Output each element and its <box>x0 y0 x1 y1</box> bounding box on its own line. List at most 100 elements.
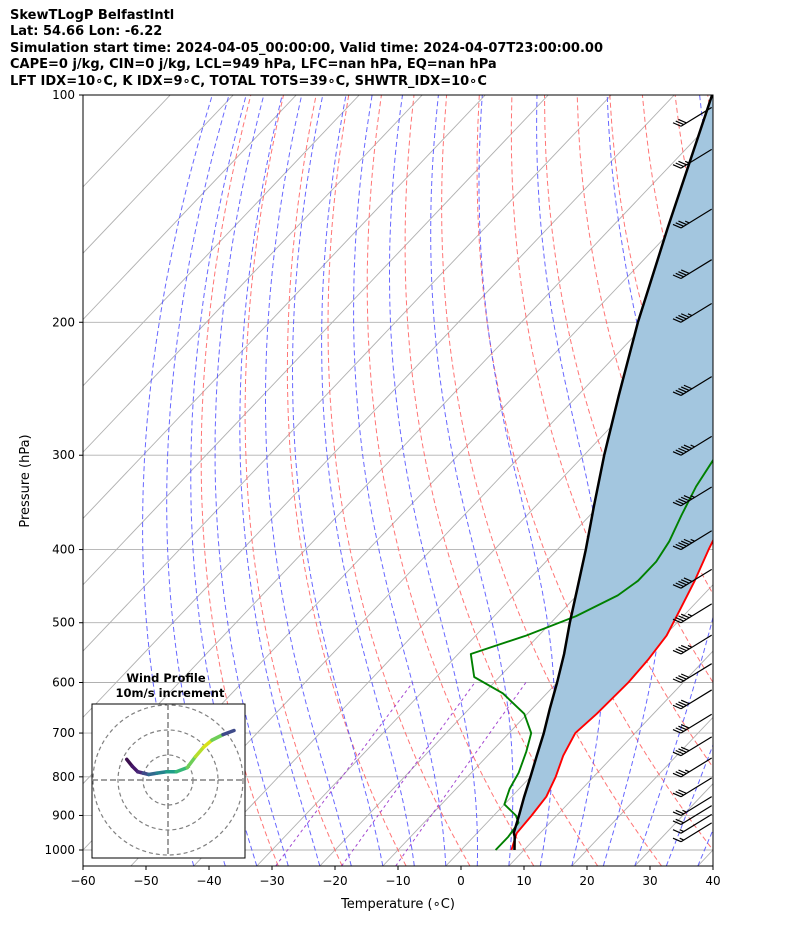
wind-barb-feather <box>680 579 690 584</box>
x-tick-label: −60 <box>70 874 95 888</box>
wind-barb-feather <box>672 318 682 323</box>
x-tick-label: −10 <box>385 874 410 888</box>
wind-barb-feather <box>672 584 682 589</box>
wind-barb-feather <box>678 580 687 586</box>
y-axis-label: Pressure (hPa) <box>18 434 33 527</box>
dry-adiabat-line <box>707 95 713 132</box>
wind-barb-feather <box>672 451 682 456</box>
wind-barb-feather <box>675 648 684 653</box>
wind-barb <box>672 530 713 551</box>
wind-barb-shaft <box>680 796 713 816</box>
hodograph-segment <box>185 754 198 770</box>
wind-barb-feather <box>678 314 687 320</box>
moist-adiabat-line <box>166 95 230 866</box>
wind-barb-half-feather <box>690 538 695 542</box>
moist-adiabat-line <box>321 95 415 866</box>
wind-barb <box>672 486 713 507</box>
mixing-ratio-line <box>275 682 414 866</box>
wind-barb-feather <box>680 723 690 729</box>
dry-adiabat-line <box>510 95 713 769</box>
isotherm-line <box>382 517 713 866</box>
y-tick-label: 300 <box>52 448 75 462</box>
wind-barb-half-feather <box>690 444 695 448</box>
isotherm-line <box>83 95 549 586</box>
wind-barb-feather <box>672 391 682 396</box>
wind-barb-half-feather <box>684 769 690 773</box>
mixing-ratio-line <box>395 682 527 866</box>
wind-barb-feather <box>678 160 687 166</box>
wind-barb-half-feather <box>682 809 687 813</box>
wind-barb-feather <box>678 271 687 276</box>
wind-barbs <box>672 106 713 843</box>
wind-barb-half-feather <box>679 837 684 841</box>
wind-barb-feather <box>675 582 684 588</box>
moist-adiabat-line <box>353 95 447 866</box>
x-tick-label: −30 <box>259 874 284 888</box>
moist-adiabat-line <box>142 95 213 866</box>
wind-barb-shaft <box>680 813 713 834</box>
wind-barb-feather <box>683 495 693 500</box>
wind-barb-feather <box>675 120 684 126</box>
isotherm-line <box>83 95 360 387</box>
wind-barb-feather <box>675 389 684 395</box>
wind-barb-feather <box>680 496 690 502</box>
x-tick-label: 0 <box>457 874 465 888</box>
wind-barb-feather <box>672 820 682 825</box>
wind-barb-feather <box>680 699 690 705</box>
wind-barb-feather <box>675 222 684 227</box>
wind-barb-half-feather <box>687 644 693 648</box>
wind-barb <box>672 259 713 280</box>
wind-barb-shaft <box>680 757 713 778</box>
wind-barb <box>672 663 713 684</box>
wind-barb <box>672 805 713 825</box>
y-tick-label: 500 <box>52 616 75 630</box>
wind-barb-feather <box>672 811 682 817</box>
wind-barb-feather <box>678 789 687 794</box>
wind-barb-feather <box>678 646 687 652</box>
y-axis-ticks: 1000 900 800 700 600 500 400 300 200 100 <box>44 88 83 857</box>
wind-barb-shaft <box>680 689 713 710</box>
y-tick-label: 100 <box>52 88 75 102</box>
wind-barb-feather <box>672 545 682 551</box>
y-tick-label: 600 <box>52 676 75 690</box>
cape-shading <box>511 95 713 850</box>
wind-barb-feather <box>672 122 682 127</box>
wind-barb-feather <box>675 316 684 322</box>
wind-barb-feather <box>678 542 687 547</box>
wind-barb <box>672 208 713 229</box>
wind-barb <box>672 796 713 817</box>
wind-barb-feather <box>672 751 682 757</box>
wind-barb-half-feather <box>679 829 684 833</box>
x-tick-label: 30 <box>642 874 657 888</box>
dry-adiabat-line <box>286 95 407 866</box>
wind-barb-feather <box>683 538 693 544</box>
wind-barb-feather <box>680 313 690 318</box>
profiles <box>469 95 713 851</box>
y-tick-label: 800 <box>52 770 75 784</box>
wind-barb-shaft <box>680 634 713 655</box>
wind-barb-feather <box>680 269 690 275</box>
wind-barb-feather <box>675 809 684 815</box>
wind-barb-shaft <box>680 777 713 798</box>
wind-barb-feather <box>672 223 682 229</box>
isotherm-line <box>130 252 713 866</box>
wind-barb-half-feather <box>684 220 690 224</box>
isotherm-line <box>83 95 486 520</box>
wind-barb-feather <box>680 540 690 546</box>
moist-adiabat-line <box>430 95 514 866</box>
wind-barb-feather <box>678 769 687 775</box>
moist-adiabat-line <box>239 95 321 866</box>
wind-barb-feather <box>675 676 684 682</box>
hodograph-segment <box>174 765 189 774</box>
x-tick-label: 20 <box>579 874 594 888</box>
wind-barb-feather <box>672 829 682 834</box>
x-tick-label: 10 <box>516 874 531 888</box>
time-line: Simulation start time: 2024-04-05_00:00:… <box>10 40 603 56</box>
isotherm-line <box>761 95 794 866</box>
wind-barb-feather <box>683 577 693 583</box>
wind-barb <box>672 713 713 734</box>
wind-barb-feather <box>672 501 682 507</box>
wind-barb-feather <box>683 384 693 390</box>
wind-barb-half-feather <box>684 160 690 164</box>
moist-adiabat-line <box>214 95 289 866</box>
